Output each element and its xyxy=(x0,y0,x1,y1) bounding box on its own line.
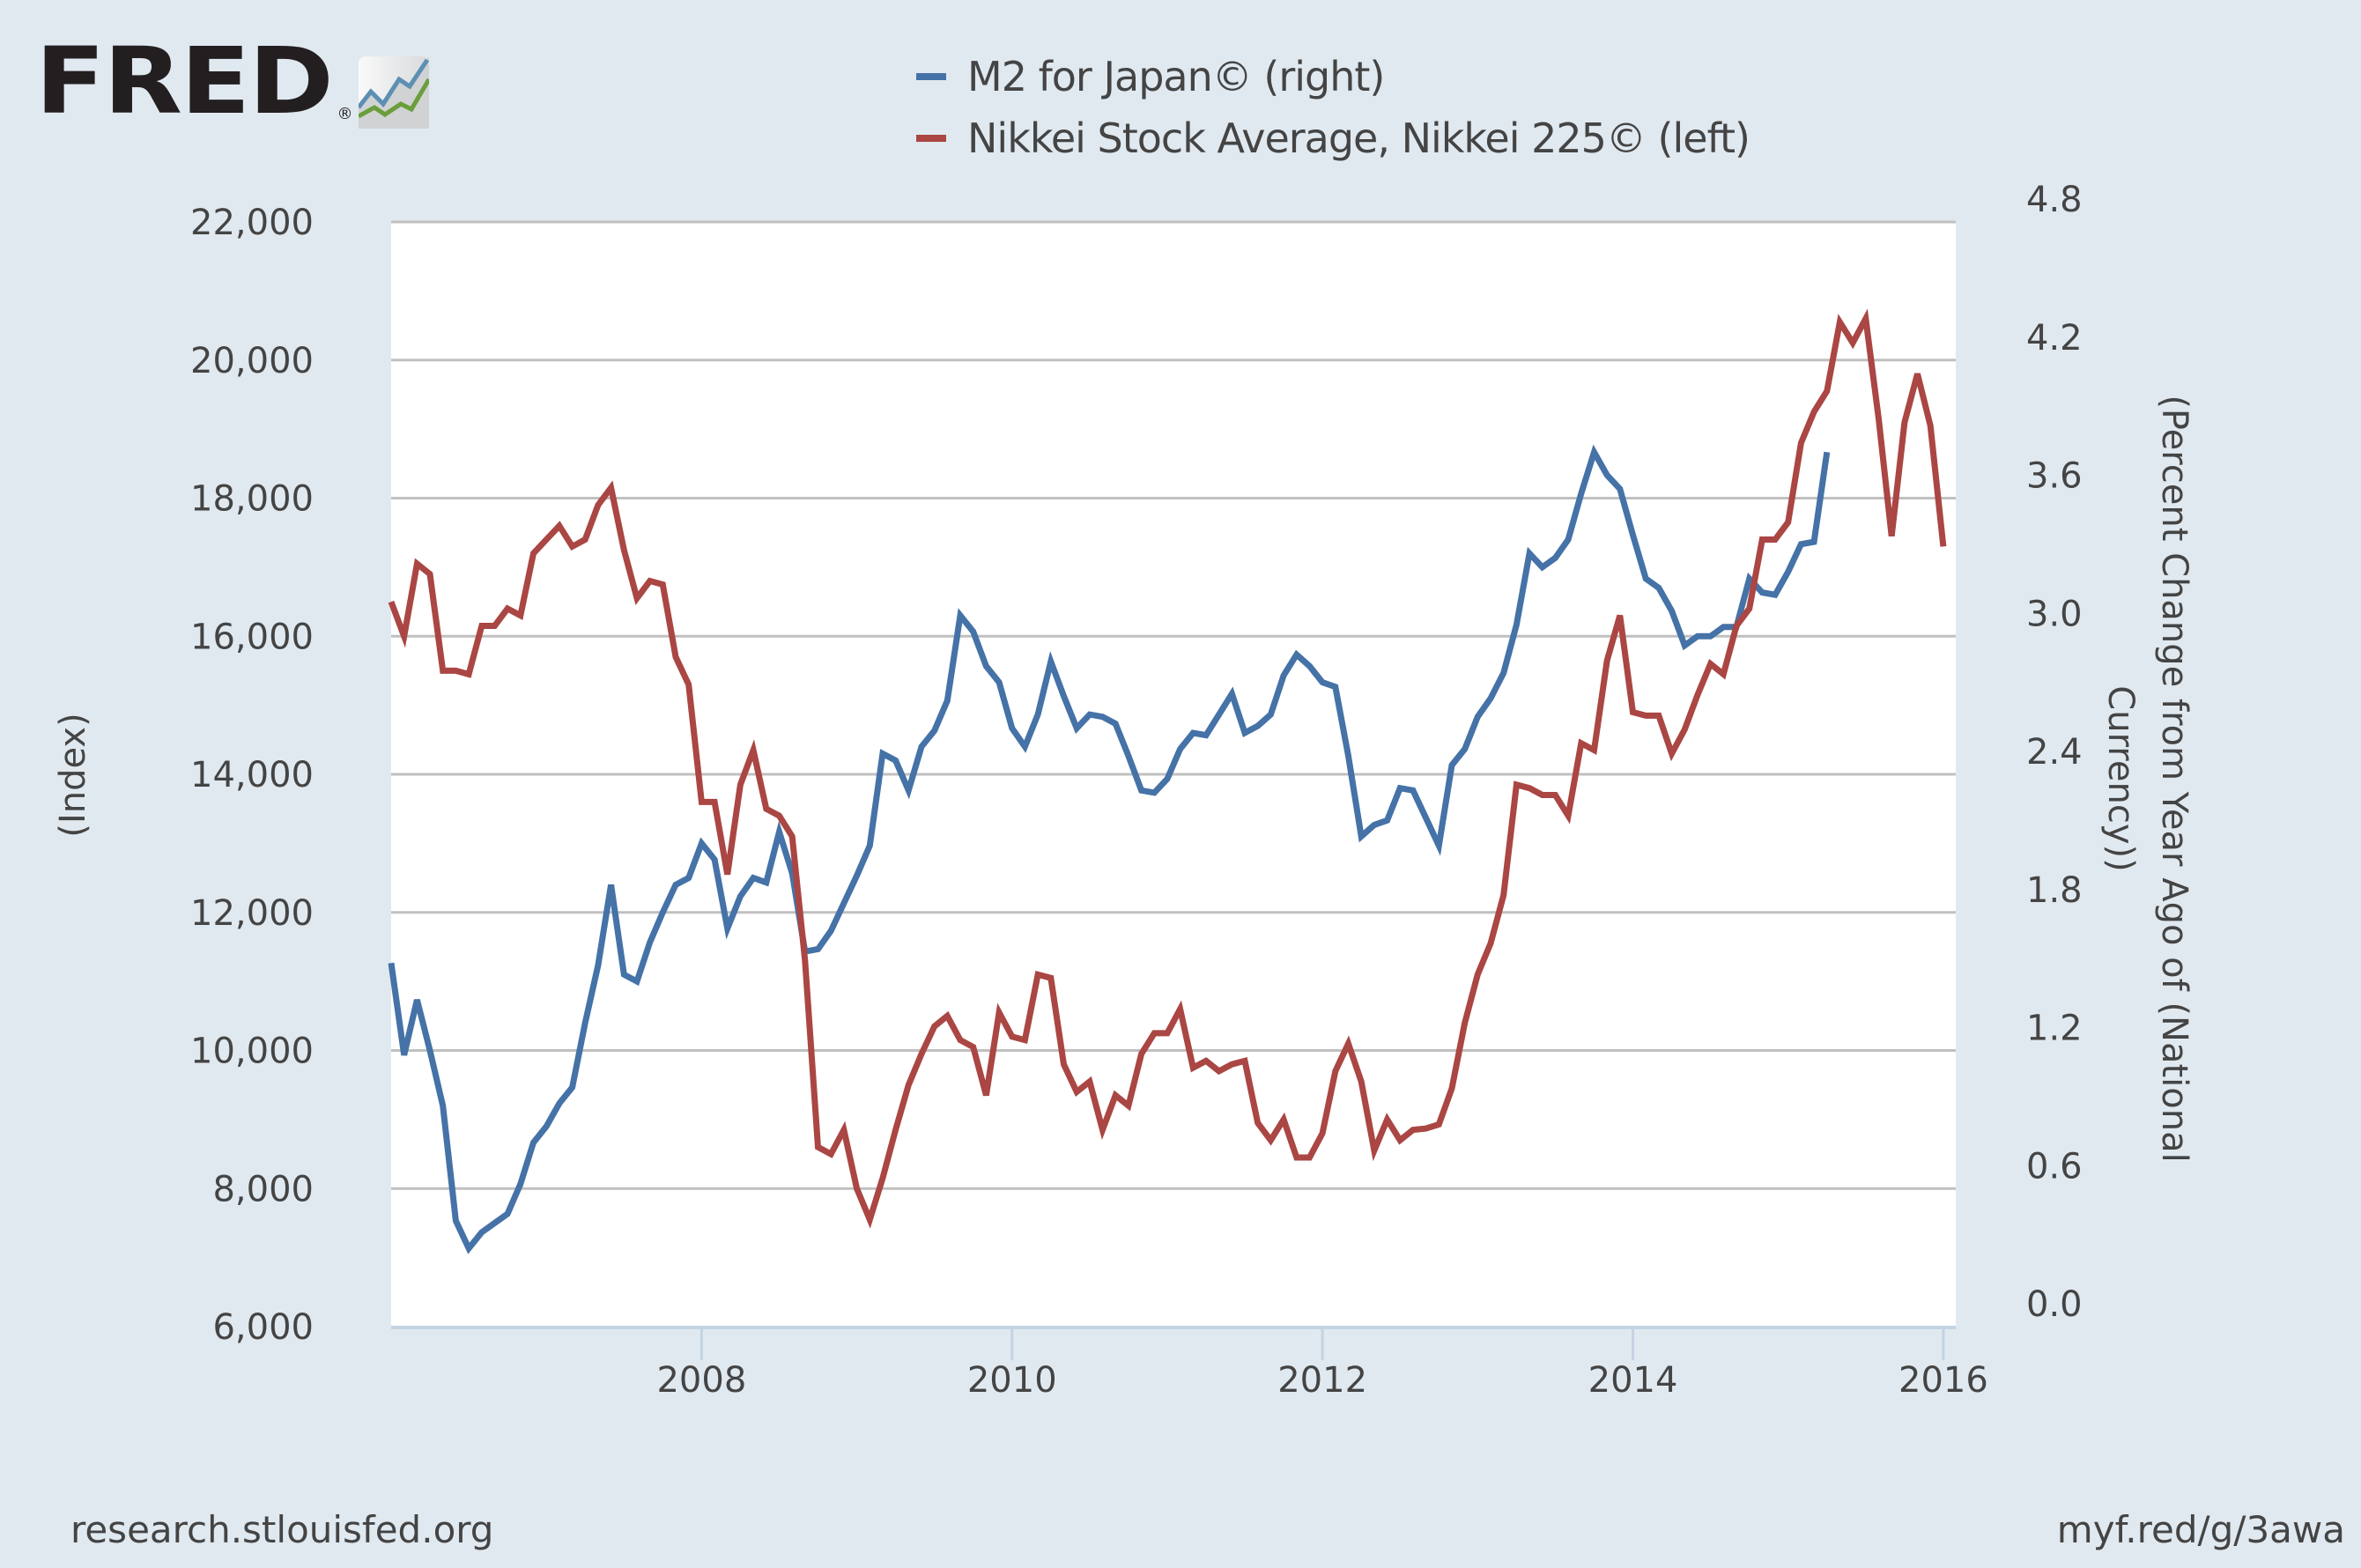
fred-logo[interactable]: FRED ® xyxy=(35,27,429,135)
y-right-tick-label: 1.2 xyxy=(2026,1009,2083,1049)
legend-label-nikkei: Nikkei Stock Average, Nikkei 225© (left) xyxy=(967,115,1750,162)
y-left-tick-label: 20,000 xyxy=(190,341,314,381)
fred-chart-icon xyxy=(358,56,429,129)
y-left-tick-label: 22,000 xyxy=(190,203,314,243)
legend-label-m2: M2 for Japan© (right) xyxy=(967,53,1385,100)
x-tick-label: 2016 xyxy=(1898,1360,1988,1401)
y-left-tick-label: 16,000 xyxy=(190,617,314,657)
x-tick-label: 2010 xyxy=(967,1360,1057,1401)
registered-mark: ® xyxy=(337,105,353,123)
x-axis: 2008 2010 2012 2014 2016 xyxy=(656,1328,1988,1401)
y-axis-right-title-line2: Currency)) xyxy=(2100,685,2141,871)
y-left-tick-label: 6,000 xyxy=(212,1307,314,1348)
y-right-tick-label: 0.6 xyxy=(2026,1146,2083,1187)
legend-swatch-m2 xyxy=(916,73,946,80)
y-left-tick-label: 18,000 xyxy=(190,479,314,520)
y-right-tick-label: 4.2 xyxy=(2026,318,2083,359)
y-left-tick-label: 10,000 xyxy=(190,1032,314,1072)
y-right-tick-label: 0.0 xyxy=(2026,1284,2083,1325)
y-axis-right: 0.0 0.6 1.2 1.8 2.4 3.0 3.6 4.2 4.8 xyxy=(2026,180,2083,1325)
gridlines xyxy=(391,220,1956,1190)
x-tick-label: 2008 xyxy=(656,1360,746,1401)
legend-item-m2[interactable]: M2 for Japan© (right) xyxy=(916,46,1750,107)
y-right-tick-label: 3.0 xyxy=(2026,594,2083,634)
legend-item-nikkei[interactable]: Nikkei Stock Average, Nikkei 225© (left) xyxy=(916,107,1750,169)
chart-legend: M2 for Japan© (right) Nikkei Stock Avera… xyxy=(916,46,1750,169)
series-line-m2-japan[interactable] xyxy=(388,444,1831,1254)
y-left-tick-label: 12,000 xyxy=(190,893,314,934)
y-left-tick-label: 8,000 xyxy=(212,1169,314,1209)
x-tick-label: 2012 xyxy=(1277,1360,1367,1401)
y-axis-left-title: (Index) xyxy=(53,713,93,837)
y-axis-left: 6,000 8,000 10,000 12,000 14,000 16,000 18,000… xyxy=(190,203,314,1348)
source-link[interactable]: research.stlouisfed.org xyxy=(70,1508,494,1551)
fred-logo-text: FRED xyxy=(35,27,334,135)
legend-swatch-nikkei xyxy=(916,135,946,142)
y-right-tick-label: 2.4 xyxy=(2026,732,2083,773)
series-line-nikkei-225[interactable] xyxy=(388,308,1947,1229)
y-right-tick-label: 4.8 xyxy=(2026,180,2083,220)
y-left-tick-label: 14,000 xyxy=(190,755,314,795)
y-axis-right-title-line1: (Percent Change from Year Ago of (Nation… xyxy=(2154,395,2194,1162)
x-tick-label: 2014 xyxy=(1588,1360,1678,1401)
short-link[interactable]: myf.red/g/3awa xyxy=(2056,1508,2345,1551)
y-right-tick-label: 1.8 xyxy=(2026,870,2083,911)
series-group xyxy=(388,308,1947,1254)
y-right-tick-label: 3.6 xyxy=(2026,456,2083,497)
